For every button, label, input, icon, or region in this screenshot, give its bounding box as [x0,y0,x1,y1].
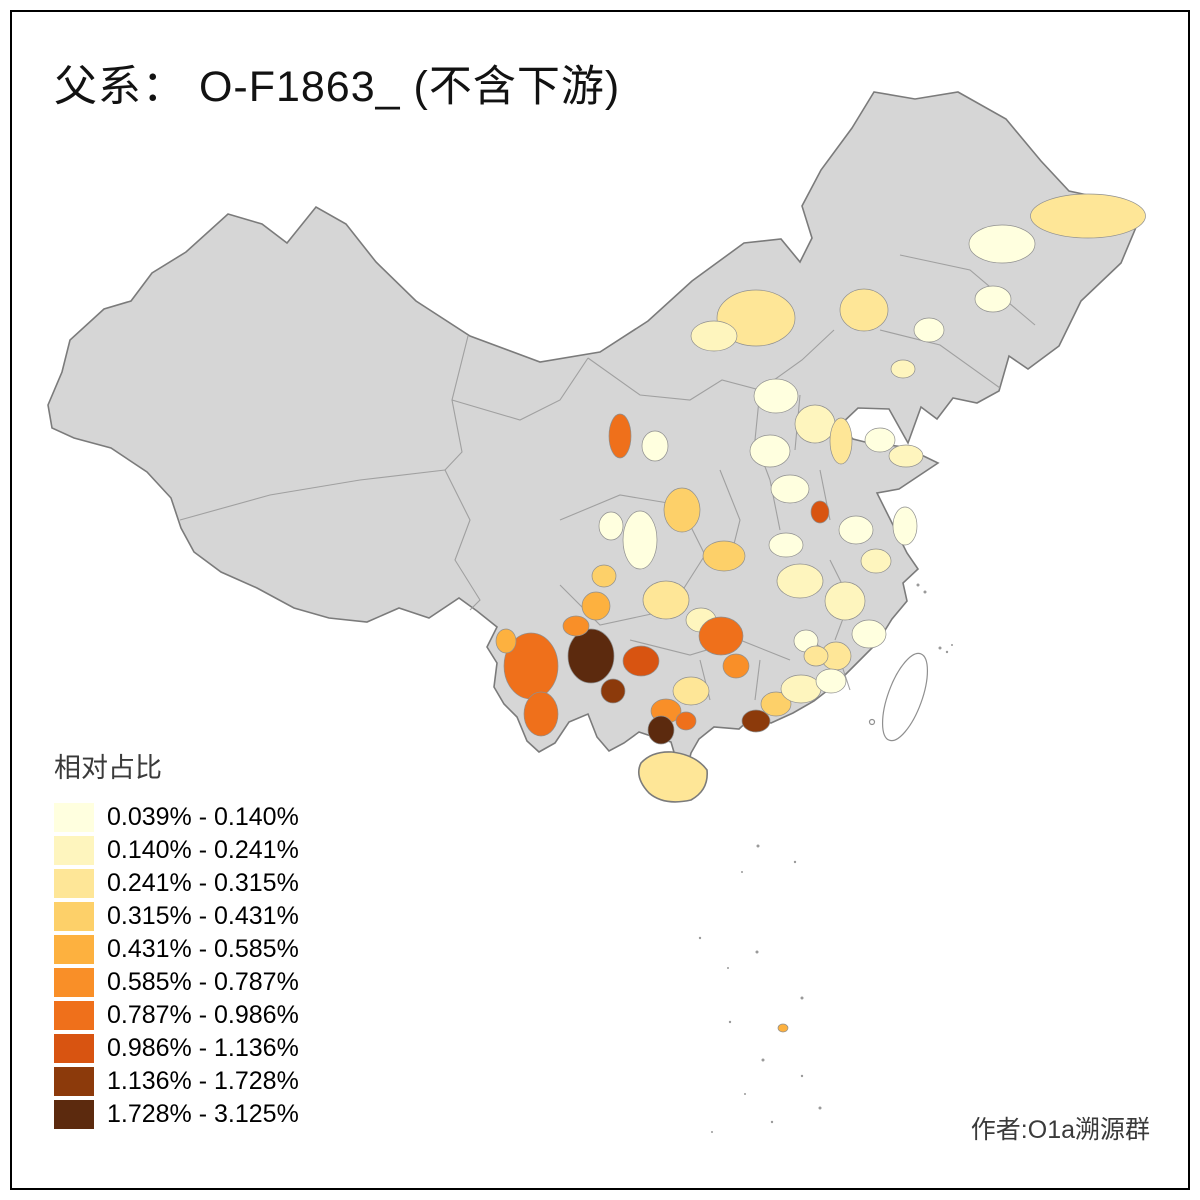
map-region [776,563,824,599]
map-region [913,317,945,343]
map-region [1030,193,1146,239]
legend-item-4: 0.431% - 0.585% [54,933,299,966]
legend-item-1: 0.140% - 0.241% [54,834,299,867]
map-region [838,515,874,545]
legend-item-2: 0.241% - 0.315% [54,867,299,900]
legend-label: 0.585% - 0.787% [107,968,299,996]
map-region [890,359,916,379]
map-region [824,581,866,621]
legend-swatch [54,1034,94,1063]
legend-item-5: 0.585% - 0.787% [54,966,299,999]
map-region [851,619,887,649]
map-region [495,628,517,654]
legend-item-7: 0.986% - 1.136% [54,1032,299,1065]
map-region [642,580,690,620]
map-region [860,548,892,574]
legend-swatch [54,803,94,832]
map-region [523,691,559,737]
map-region [888,444,924,468]
legend-label: 0.315% - 0.431% [107,902,299,930]
legend-swatch [54,836,94,865]
legend-label: 1.728% - 3.125% [107,1100,299,1128]
map-region [622,645,660,677]
map-region [663,487,701,533]
map-region [770,474,810,504]
map-region [698,616,744,656]
map-region [864,427,896,453]
legend-swatch [54,935,94,964]
map-region [892,506,918,546]
author-credit: 作者:O1a溯源群 [970,1116,1150,1144]
legend-label: 1.136% - 1.728% [107,1067,299,1095]
map-region [690,320,738,352]
map-region [672,676,710,706]
map-region [675,711,697,731]
map-region [598,511,624,541]
map-region [600,678,626,704]
map-region [567,628,615,684]
map-region [794,404,836,444]
legend: 相对占比 0.039% - 0.140% 0.140% - 0.241% 0.241… [54,746,299,1131]
legend-swatch [54,1001,94,1030]
legend-item-9: 1.728% - 3.125% [54,1098,299,1131]
legend-item-3: 0.315% - 0.431% [54,900,299,933]
map-region [753,378,799,414]
legend-label: 0.140% - 0.241% [107,836,299,864]
map-region [591,564,617,588]
map-region [810,500,830,524]
legend-swatch [54,1067,94,1096]
map-region [647,715,675,745]
legend-swatch [54,1100,94,1129]
map-region [622,510,658,570]
sea-islets [698,583,953,1133]
taiwan-island [868,652,929,742]
map-region [780,674,822,704]
colored-regions [495,193,1146,1033]
map-region [974,285,1012,313]
map-region [803,645,829,667]
hainan-island [638,751,708,803]
map-region [815,668,847,694]
legend-item-0: 0.039% - 0.140% [54,801,299,834]
map-region [749,434,791,468]
map-region [608,413,632,459]
map-region [722,653,750,679]
map-region [829,417,853,465]
map-region [562,615,590,637]
legend-label: 0.787% - 0.986% [107,1001,299,1029]
map-region [702,540,746,572]
map-region [741,709,771,733]
legend-label: 0.039% - 0.140% [107,803,299,831]
china-mainland-shape [47,91,1144,771]
legend-item-8: 1.136% - 1.728% [54,1065,299,1098]
legend-items: 0.039% - 0.140% 0.140% - 0.241% 0.241% - 0… [54,801,299,1131]
map-region [641,430,669,462]
legend-item-6: 0.787% - 0.986% [54,999,299,1032]
map-region [839,288,889,332]
page-title: 父系： O-F1863_ (不含下游) [54,63,621,111]
legend-label: 0.986% - 1.136% [107,1034,299,1062]
legend-title: 相对占比 [54,753,162,783]
legend-swatch [54,869,94,898]
map-region [760,691,792,717]
map-region [581,591,611,621]
map-region [777,1023,789,1033]
legend-label: 0.241% - 0.315% [107,869,299,897]
map-region [968,224,1036,264]
map-region [768,532,804,558]
legend-swatch [54,902,94,931]
legend-label: 0.431% - 0.585% [107,935,299,963]
legend-swatch [54,968,94,997]
